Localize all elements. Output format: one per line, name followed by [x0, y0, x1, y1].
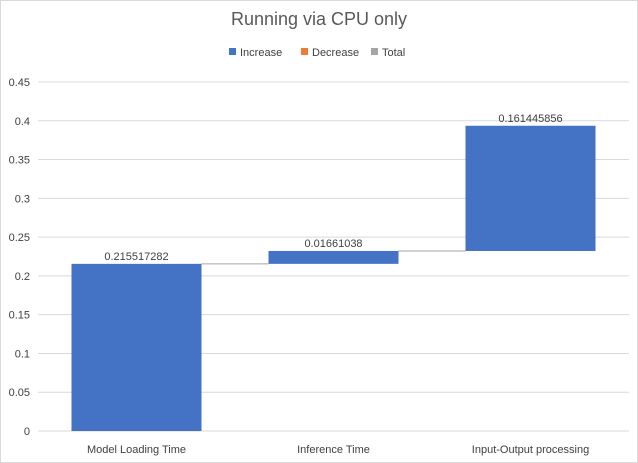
x-tick-label: Input-Output processing	[472, 444, 589, 456]
legend-entry-increase: Increase	[229, 47, 282, 59]
legend-entry-decrease: Decrease	[301, 47, 359, 59]
connectors	[201, 250, 466, 265]
legend: Increase Decrease Total	[229, 47, 405, 59]
legend-swatch-total	[371, 48, 378, 55]
legend-label-total: Total	[382, 47, 405, 59]
y-tick-label: 0.45	[9, 77, 30, 89]
bar-model-loading-time	[71, 263, 202, 431]
data-label: 0.161445856	[498, 113, 562, 125]
y-tick-label: 0.2	[15, 271, 30, 283]
y-tick-label: 0.35	[9, 155, 30, 167]
legend-label-increase: Increase	[240, 47, 282, 59]
bar-input-output-processing	[465, 125, 596, 251]
legend-swatch-decrease	[301, 48, 308, 55]
data-label: 0.215517282	[104, 251, 168, 263]
y-tick-label: 0.05	[9, 387, 30, 399]
bar-inference-time	[268, 250, 399, 264]
y-tick-label: 0.3	[15, 193, 30, 205]
y-axis: 0 0.05 0.1 0.15 0.2 0.25 0.3 0.35 0.4 0.45	[9, 77, 30, 438]
x-axis: Model Loading Time Inference Time Input-Ou…	[87, 444, 589, 456]
legend-label-decrease: Decrease	[312, 47, 359, 59]
bars	[71, 125, 596, 431]
y-tick-label: 0.1	[15, 348, 30, 360]
legend-entry-total: Total	[371, 47, 405, 59]
data-labels: 0.215517282 0.01661038 0.161445856	[104, 113, 562, 263]
x-tick-label: Model Loading Time	[87, 444, 186, 456]
legend-swatch-increase	[229, 48, 236, 55]
chart-title: Running via CPU only	[231, 9, 407, 29]
y-tick-label: 0.4	[15, 116, 30, 128]
y-tick-label: 0.25	[9, 232, 30, 244]
y-tick-label: 0.15	[9, 310, 30, 322]
data-label: 0.01661038	[304, 238, 362, 250]
x-tick-label: Inference Time	[297, 444, 370, 456]
y-tick-label: 0	[24, 426, 30, 438]
